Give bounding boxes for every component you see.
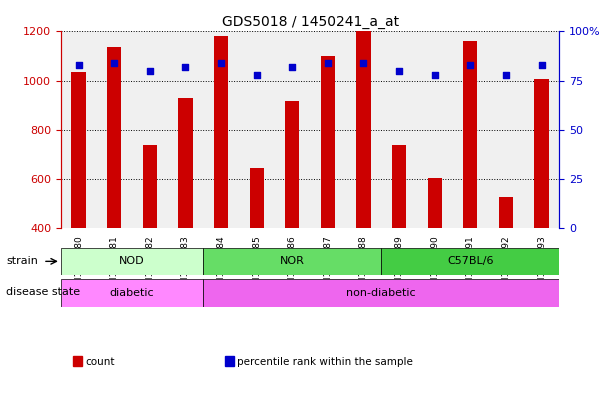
Point [145, 68, 154, 74]
Point [501, 72, 511, 78]
Text: NOR: NOR [280, 256, 305, 266]
Point [466, 62, 475, 68]
Bar [214, 37, 228, 228]
Point [430, 72, 440, 78]
FancyBboxPatch shape [381, 248, 559, 275]
Text: non-diabetic: non-diabetic [347, 288, 416, 298]
Text: NOD: NOD [119, 256, 145, 266]
Bar [285, 101, 299, 228]
Bar [249, 168, 264, 228]
Bar [499, 197, 513, 228]
Bar [143, 145, 157, 228]
Point [109, 60, 119, 66]
Bar [107, 48, 122, 228]
Point [394, 68, 404, 74]
Text: count: count [85, 356, 115, 367]
FancyBboxPatch shape [203, 248, 381, 275]
FancyBboxPatch shape [203, 279, 559, 307]
Text: strain: strain [6, 256, 38, 266]
Bar [534, 79, 548, 228]
Bar [321, 56, 335, 228]
Point [181, 64, 190, 70]
Point [288, 64, 297, 70]
Point [323, 60, 333, 66]
Text: C57BL/6: C57BL/6 [447, 256, 494, 266]
FancyBboxPatch shape [61, 248, 203, 275]
Point [216, 60, 226, 66]
Point [252, 72, 261, 78]
Bar [463, 41, 477, 228]
Point [359, 60, 368, 66]
Title: GDS5018 / 1450241_a_at: GDS5018 / 1450241_a_at [221, 15, 399, 29]
Point [74, 62, 83, 68]
Text: diabetic: diabetic [109, 288, 154, 298]
Bar [72, 72, 86, 228]
Text: percentile rank within the sample: percentile rank within the sample [237, 356, 413, 367]
Point [537, 62, 547, 68]
Bar [178, 98, 193, 228]
Text: disease state: disease state [6, 287, 80, 298]
FancyBboxPatch shape [61, 279, 203, 307]
Bar [356, 31, 371, 228]
Bar [427, 178, 442, 228]
Bar [392, 145, 406, 228]
